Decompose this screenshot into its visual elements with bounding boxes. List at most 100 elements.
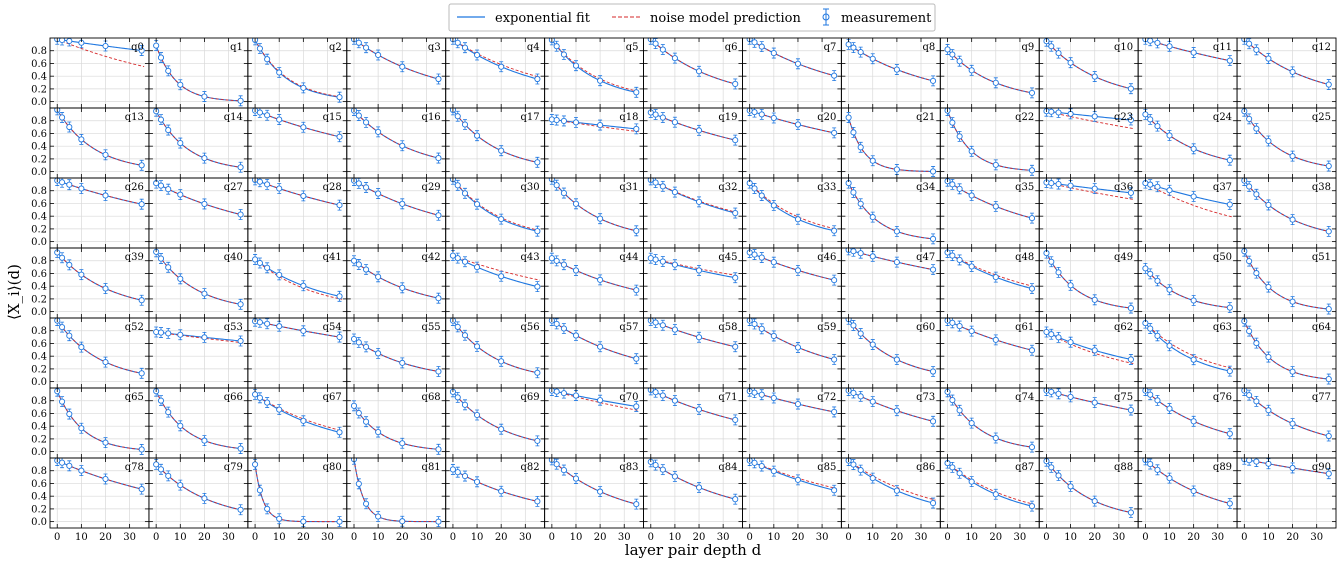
- noise-model-line: [650, 38, 738, 86]
- measurement-marker: [66, 261, 73, 268]
- measurement-marker: [336, 293, 343, 300]
- measurement-point: [1067, 391, 1074, 403]
- measurement-marker: [751, 389, 758, 396]
- panel-q43: q43: [445, 247, 546, 319]
- measurement-point: [949, 394, 956, 406]
- measurement-marker: [893, 228, 900, 235]
- panel-q26: 0.0 0.20.4 0.6 0.8 q26: [31, 177, 150, 249]
- panel-curves: [350, 255, 442, 304]
- panel-q37: q37: [1137, 177, 1238, 249]
- measurement-marker: [157, 329, 165, 336]
- measurement-point: [363, 42, 370, 54]
- measurement-point: [1190, 143, 1197, 155]
- measurement-marker: [1028, 444, 1036, 451]
- measurement-marker: [435, 295, 442, 302]
- y-tick-label: 0.6: [31, 199, 47, 210]
- fit-line: [1144, 268, 1233, 309]
- measurement-point: [831, 225, 838, 237]
- measurement-point: [560, 187, 567, 199]
- measurement-marker: [1147, 270, 1154, 277]
- measurement-point: [671, 52, 678, 64]
- measurement-marker: [1043, 328, 1050, 336]
- measurement-point: [399, 357, 406, 369]
- measurement-point: [264, 262, 271, 274]
- measurement-marker: [498, 273, 505, 280]
- measurement-marker: [857, 144, 864, 151]
- measurement-point: [1325, 79, 1332, 90]
- measurement-point: [597, 394, 604, 406]
- measurement-point: [498, 145, 505, 157]
- measurement-marker: [435, 368, 442, 375]
- measurement-marker: [652, 319, 659, 326]
- y-tick-label: 0.8: [31, 116, 47, 127]
- panel-label: q42: [422, 252, 441, 263]
- measurement-point: [893, 64, 900, 75]
- measurement-marker: [256, 259, 263, 267]
- measurement-marker: [1154, 277, 1161, 284]
- measurement-marker: [375, 429, 382, 436]
- measurement-marker: [256, 178, 263, 185]
- measurement-marker: [1246, 328, 1253, 335]
- measurement-marker: [1127, 305, 1134, 312]
- measurement-point: [534, 73, 541, 85]
- measurement-point: [435, 209, 442, 221]
- measurement-point: [1166, 184, 1173, 196]
- measurement-marker: [794, 401, 802, 408]
- y-tick-label: 0.0: [31, 97, 47, 108]
- panel-q49: q49: [1038, 247, 1139, 319]
- panel-label: q29: [422, 182, 441, 193]
- measurement-point: [1265, 53, 1272, 64]
- measurement-marker: [1325, 375, 1332, 383]
- panel-curves: [746, 38, 838, 82]
- panel-q21: q21: [840, 107, 941, 179]
- measurement-point: [659, 390, 666, 401]
- measurement-marker: [336, 202, 343, 209]
- measurement-marker: [659, 46, 666, 53]
- measurement-marker: [671, 189, 678, 196]
- measurement-point: [1091, 397, 1098, 409]
- y-tick-label: 0.2: [31, 154, 47, 165]
- measurement-point: [633, 123, 640, 135]
- measurement-point: [399, 198, 406, 210]
- measurement-marker: [671, 261, 678, 268]
- panel-curves: [1241, 318, 1332, 385]
- measurement-point: [177, 189, 184, 201]
- measurement-point: [1055, 388, 1062, 400]
- measurement-point: [474, 130, 481, 142]
- measurement-point: [968, 417, 975, 429]
- panel-label: q47: [916, 252, 935, 263]
- legend: exponential fit noise model prediction m…: [448, 3, 936, 32]
- measurement-marker: [869, 253, 876, 260]
- measurement-point: [78, 269, 85, 281]
- measurement-marker: [893, 407, 900, 414]
- measurement-marker: [949, 252, 956, 259]
- measurement-marker: [1190, 49, 1197, 56]
- measurement-marker: [1127, 407, 1134, 414]
- measurement-marker: [770, 50, 777, 57]
- y-tick-label: 0.4: [31, 142, 47, 153]
- measurement-marker: [770, 394, 777, 402]
- panel-q9: q9: [939, 37, 1040, 109]
- fit-line: [1243, 38, 1332, 86]
- panel-q68: q68: [346, 387, 447, 459]
- measurement-marker: [695, 198, 703, 205]
- noise-model-line: [57, 38, 145, 68]
- panel-label: q4: [527, 42, 540, 53]
- measurement-point: [572, 390, 580, 401]
- measurement-marker: [474, 411, 481, 419]
- measurement-marker: [1091, 185, 1098, 192]
- panel-curves: [845, 388, 937, 427]
- noise-model-line: [155, 251, 244, 306]
- measurement-point: [695, 124, 703, 136]
- measurement-marker: [363, 418, 370, 425]
- y-tick-label: 0.4: [31, 422, 47, 433]
- panel-q36: q36: [1038, 177, 1139, 249]
- measurement-marker: [165, 330, 172, 337]
- panel-q60: q60: [840, 317, 941, 389]
- panel-q50: q50: [1137, 247, 1238, 319]
- measurement-marker: [794, 60, 802, 67]
- measurement-marker: [102, 192, 109, 199]
- panel-curves: [845, 38, 937, 87]
- measurement-point: [956, 254, 963, 266]
